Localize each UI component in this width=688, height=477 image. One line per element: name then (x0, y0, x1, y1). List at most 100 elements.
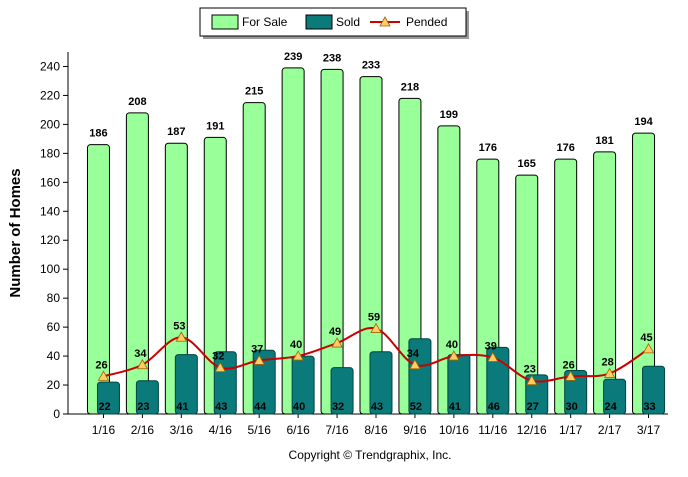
pended-value-label: 45 (640, 332, 652, 344)
pended-value-label: 39 (485, 341, 497, 353)
sold-bar (291, 355, 315, 415)
sold-bar (330, 367, 354, 415)
pended-point (642, 343, 655, 354)
x-tick-label: 5/16 (248, 423, 272, 437)
for-sale-value-label: 176 (479, 142, 497, 154)
x-tick-label: 6/16 (286, 423, 310, 437)
y-tick-label: 180 (40, 146, 60, 160)
sold-value-label: 27 (527, 401, 539, 413)
x-tick-label: 10/16 (439, 423, 469, 437)
for-sale-value-label: 208 (128, 96, 146, 108)
pended-point (526, 374, 538, 386)
legend-for-sale-swatch (211, 14, 239, 30)
x-tick-label: 9/16 (403, 423, 427, 437)
for-sale-value-label: 181 (595, 135, 613, 147)
pended-value-label: 34 (407, 348, 420, 360)
y-tick-label: 80 (47, 291, 61, 305)
x-tick-label: 8/16 (364, 423, 388, 437)
y-tick-label: 20 (47, 378, 61, 392)
sold-bar (174, 354, 198, 415)
legend: For Sale Sold Pended (199, 7, 469, 39)
pended-point (214, 361, 226, 373)
x-tick-label: 3/17 (637, 423, 661, 437)
y-tick-label: 0 (53, 407, 60, 421)
sold-bar (252, 349, 276, 415)
for-sale-value-label: 238 (323, 52, 341, 64)
for-sale-value-label: 218 (401, 81, 419, 93)
sold-value-label: 33 (643, 401, 655, 413)
sold-bar (135, 380, 159, 415)
for-sale-value-label: 233 (362, 60, 380, 72)
pended-point (370, 322, 382, 333)
legend-sold-label: Sold (336, 15, 360, 29)
legend-sold-swatch (305, 14, 333, 30)
pended-line-group (97, 322, 655, 386)
pended-value-label: 23 (524, 364, 536, 376)
x-tick-label: 1/16 (92, 423, 116, 437)
for-sale-value-label: 191 (206, 120, 224, 132)
sold-value-label: 44 (254, 401, 267, 413)
x-tick-label: 4/16 (209, 423, 233, 437)
pended-value-label: 34 (134, 348, 147, 360)
sold-value-label: 43 (215, 401, 227, 413)
pended-point (97, 370, 110, 381)
pended-point (136, 358, 149, 370)
x-tick-label: 12/16 (517, 423, 547, 437)
sold-value-label: 24 (604, 401, 617, 413)
x-tick-label: 7/16 (325, 423, 349, 437)
for-sale-bars (86, 67, 656, 415)
pended-point (487, 351, 499, 362)
for-sale-value-label: 176 (556, 142, 574, 154)
y-axis-label: Number of Homes (7, 168, 24, 297)
y-tick-label: 200 (40, 117, 60, 131)
pended-point (292, 350, 304, 361)
pended-point (448, 350, 460, 361)
copyright-text: Copyright © Trendgraphix, Inc. (289, 448, 452, 462)
sold-bar (564, 370, 588, 415)
for-sale-bar (320, 68, 344, 415)
sold-bar (642, 365, 666, 415)
y-tick-label: 40 (47, 349, 61, 363)
for-sale-value-label: 199 (440, 109, 458, 121)
pended-value-label: 37 (251, 343, 263, 355)
for-sale-value-label: 165 (518, 158, 536, 170)
legend-box (199, 7, 467, 37)
pended-value-label: 32 (212, 351, 224, 363)
y-tick-label: 60 (47, 320, 61, 334)
x-tick-label: 11/16 (478, 423, 507, 437)
pended-value-label: 49 (329, 326, 341, 338)
y-tick-label: 240 (40, 59, 60, 73)
sold-value-label: 46 (488, 401, 500, 413)
pended-point (175, 331, 188, 342)
sold-value-label: 41 (176, 401, 188, 413)
pended-point (603, 367, 616, 378)
sold-bar (369, 351, 393, 415)
pended-point (409, 358, 421, 370)
x-tick-label: 2/17 (598, 423, 622, 437)
sold-bar (603, 378, 627, 415)
x-tick-label: 2/16 (131, 423, 155, 437)
for-sale-value-label: 186 (89, 128, 107, 140)
for-sale-value-label: 194 (634, 116, 653, 128)
pended-point (564, 370, 577, 381)
sold-value-label: 43 (371, 401, 383, 413)
pended-value-label: 28 (601, 356, 613, 368)
x-tick-label: 3/16 (170, 423, 194, 437)
legend-for-sale-label: For Sale (242, 15, 288, 29)
pended-value-label: 26 (95, 359, 107, 371)
pended-value-label: 40 (446, 339, 458, 351)
sold-value-label: 52 (410, 401, 422, 413)
sold-value-label: 22 (98, 401, 110, 413)
legend-pended-label: Pended (406, 15, 447, 29)
axes: 0 20 40 60 80 100 120 140 160 180 200 220 240 1/16 2/1… (40, 52, 668, 437)
sold-value-label: 23 (137, 401, 149, 413)
pended-value-label: 40 (290, 339, 302, 351)
y-tick-label: 100 (40, 262, 60, 276)
for-sale-value-label: 187 (167, 126, 185, 138)
sold-value-label: 40 (293, 401, 305, 413)
y-tick-label: 220 (40, 88, 60, 102)
legend-pended-swatch-marker (379, 16, 391, 27)
for-sale-bar (86, 144, 110, 415)
